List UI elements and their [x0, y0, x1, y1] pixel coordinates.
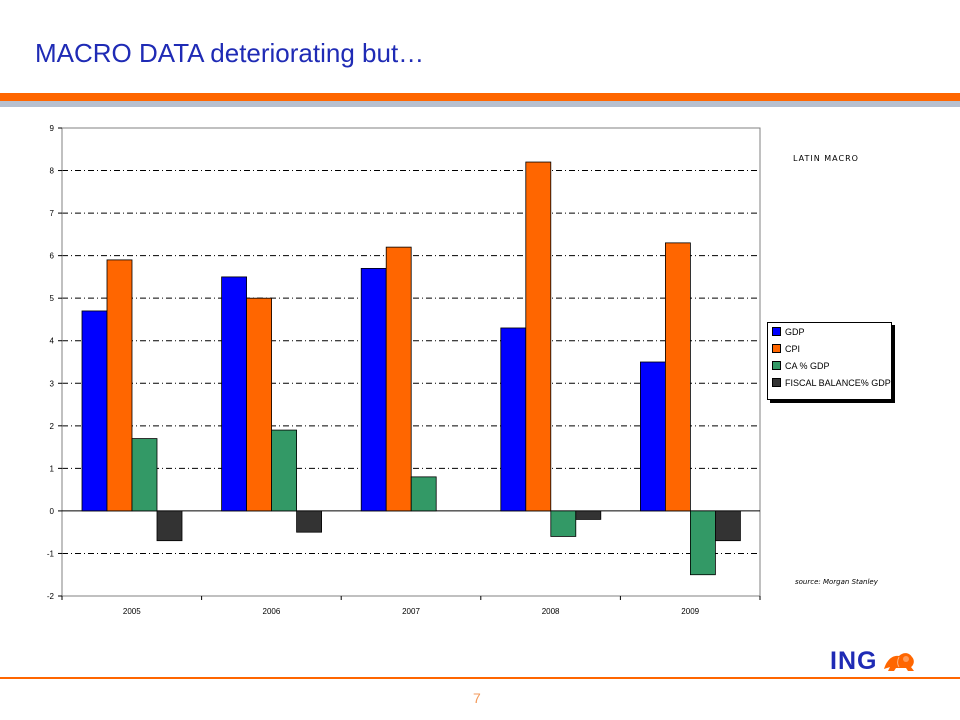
legend-swatch-gdp — [772, 327, 781, 336]
y-tick-label: 8 — [50, 167, 55, 176]
legend-item: CPI — [768, 340, 891, 357]
y-tick-label: 2 — [50, 422, 55, 431]
y-tick-label: 4 — [50, 337, 55, 346]
bar — [81, 310, 108, 512]
bar — [715, 510, 741, 542]
bar — [690, 510, 716, 576]
x-tick-label: 2006 — [263, 607, 281, 616]
bar — [575, 510, 602, 520]
bar — [221, 276, 248, 512]
bar — [385, 246, 412, 512]
legend-item: GDP — [768, 323, 891, 340]
footer-orange-rule — [0, 677, 960, 679]
bar — [106, 259, 133, 512]
bar — [131, 438, 158, 512]
x-tick-label: 2008 — [542, 607, 560, 616]
bar — [665, 242, 691, 512]
legend-label: CPI — [785, 343, 801, 354]
header-orange-band — [0, 93, 960, 101]
legend-swatch-fiscal — [772, 378, 781, 387]
chart-source: source: Morgan Stanley — [795, 578, 878, 586]
y-tick-label: 9 — [50, 124, 55, 133]
y-tick-label: 6 — [50, 252, 55, 261]
bar — [550, 510, 577, 537]
legend-item: FISCAL BALANCE% GDP — [768, 374, 891, 391]
lion-icon — [884, 653, 915, 671]
plot-area-border — [61, 127, 761, 597]
bar — [500, 327, 527, 512]
header-grey-band — [0, 101, 960, 107]
chart-legend: GDP CPI CA % GDP FISCAL BALANCE% GDP — [767, 322, 892, 400]
chart-tick-labels: -2 -1 0 1 2 3 4 5 6 7 8 9 2005 2006 2007 2008 2009 — [47, 124, 700, 616]
y-tick-label: 5 — [50, 294, 55, 303]
bar — [296, 510, 323, 533]
bar — [410, 476, 437, 512]
slide-title: MACRO DATA deteriorating but… — [35, 38, 425, 68]
y-tick-label: 0 — [50, 507, 55, 516]
y-tick-label: 7 — [50, 209, 55, 218]
ing-logo: ING — [830, 646, 917, 676]
legend-label: CA % GDP — [785, 360, 830, 371]
y-tick-label: 3 — [50, 379, 55, 388]
bar — [271, 429, 298, 512]
bar — [640, 361, 666, 512]
legend-swatch-ca — [772, 361, 781, 370]
y-tick-label: -1 — [47, 549, 55, 558]
legend-item: CA % GDP — [768, 357, 891, 374]
bar — [360, 267, 387, 512]
legend-label: FISCAL BALANCE% GDP — [785, 377, 891, 388]
x-tick-label: 2005 — [123, 607, 141, 616]
chart-bars — [81, 161, 741, 576]
legend-swatch-cpi — [772, 344, 781, 353]
x-tick-label: 2007 — [402, 607, 420, 616]
bar — [246, 297, 273, 512]
logo-text: ING — [830, 646, 878, 675]
page-number: 7 — [473, 690, 481, 706]
chart-title: LATIN MACRO — [793, 154, 859, 163]
bar — [156, 510, 183, 542]
chart: -2 -1 0 1 2 3 4 5 6 7 8 9 2005 2006 2007 2008 2009 — [47, 124, 761, 616]
y-tick-label: -2 — [47, 592, 55, 601]
y-tick-label: 1 — [50, 464, 55, 473]
bar — [525, 161, 552, 512]
x-tick-label: 2009 — [681, 607, 699, 616]
legend-label: GDP — [785, 326, 805, 337]
